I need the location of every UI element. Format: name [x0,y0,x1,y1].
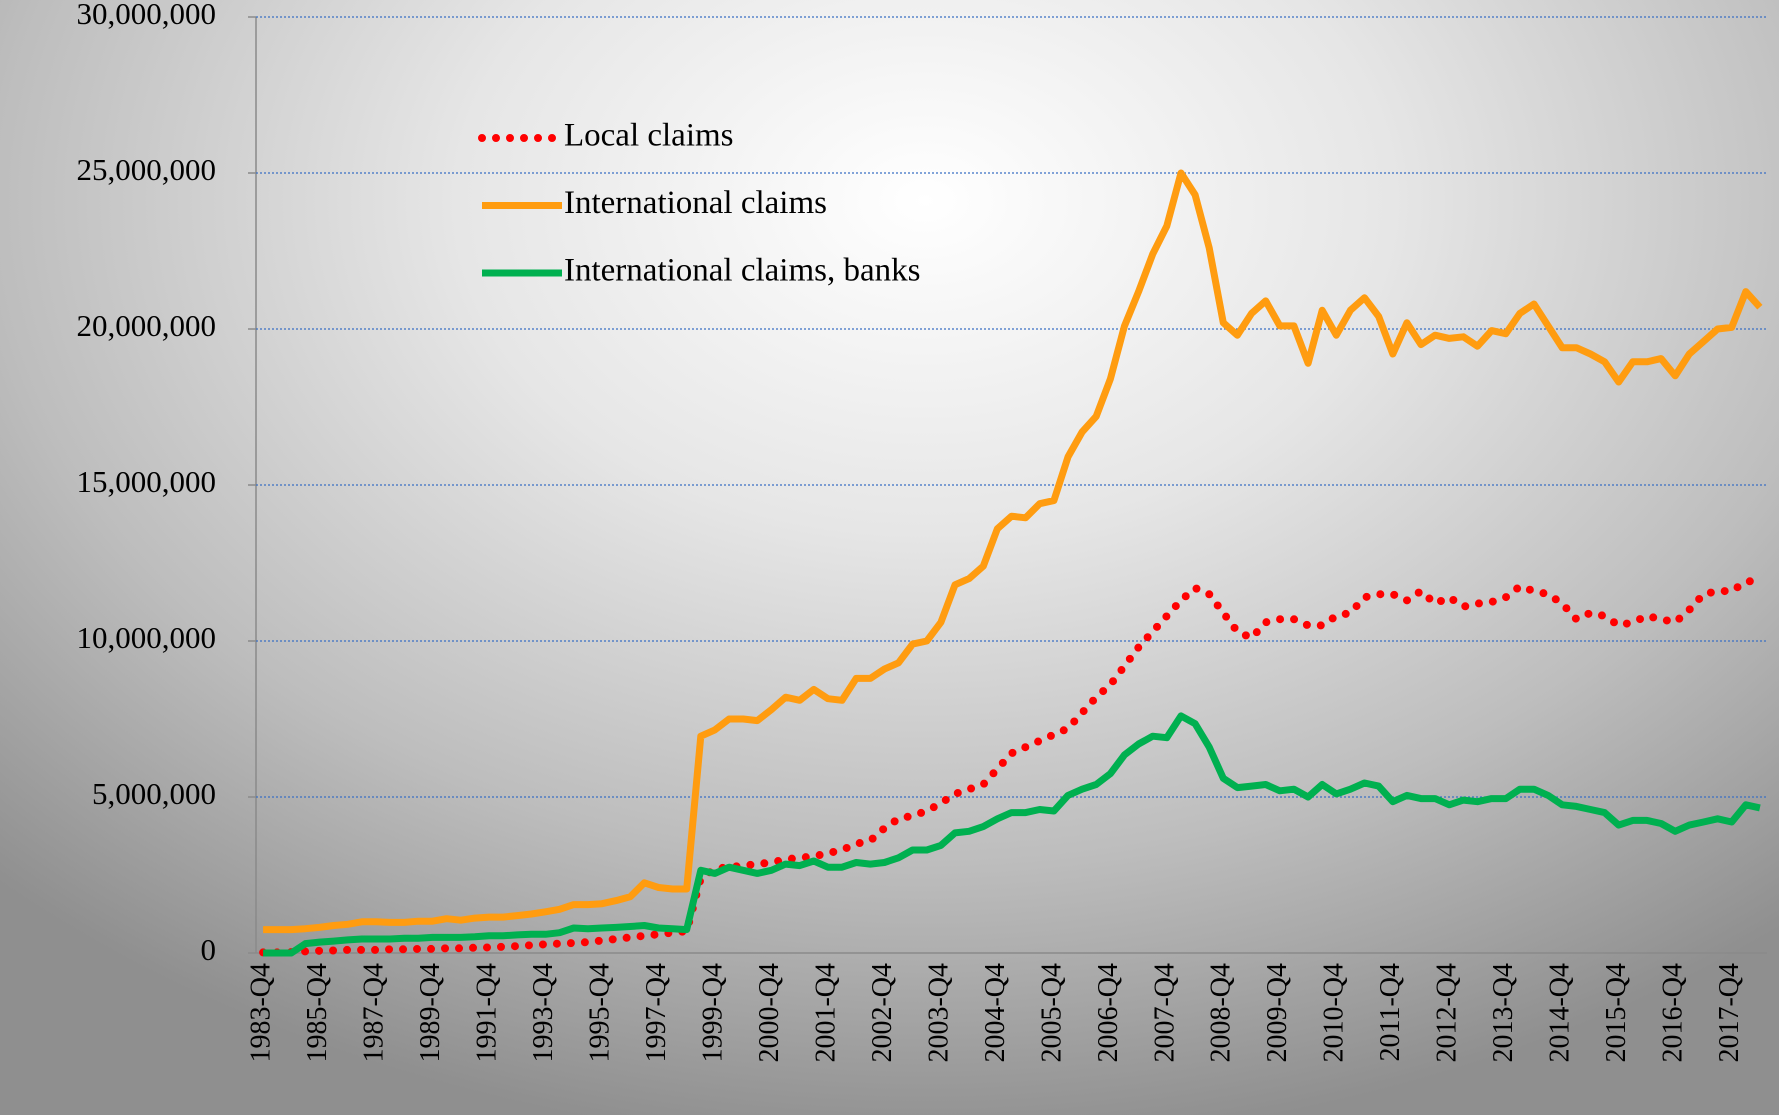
x-tick-label: 2015-Q4 [1601,963,1632,1063]
x-tick-label: 1983-Q4 [245,963,276,1063]
x-tick-label: 1999-Q4 [697,963,728,1063]
x-tick-label: 2005-Q4 [1036,963,1067,1063]
y-tick-label: 25,000,000 [77,152,217,187]
y-tick-label: 0 [201,932,217,967]
legend-label: International claims, banks [564,253,920,289]
x-tick-label: 2016-Q4 [1658,963,1689,1063]
x-tick-label: 1991-Q4 [471,963,502,1063]
x-tick-label: 2006-Q4 [1093,963,1124,1063]
x-tick-label: 1995-Q4 [584,963,615,1063]
x-tick-label: 2000-Q4 [754,963,785,1063]
x-tick-label: 2017-Q4 [1714,963,1745,1063]
x-tick-label: 2007-Q4 [1149,963,1180,1063]
x-tick-label: 2008-Q4 [1206,963,1237,1063]
legend-label: Local claims [564,118,734,154]
x-tick-label: 2002-Q4 [867,963,898,1063]
x-tick-label: 2001-Q4 [810,963,841,1063]
x-tick-label: 1985-Q4 [302,963,333,1063]
x-tick-label: 2010-Q4 [1319,963,1350,1063]
x-tick-label: 1987-Q4 [358,963,389,1063]
series-line [263,712,1761,957]
y-tick-label: 10,000,000 [77,620,217,655]
x-tick-label: 1997-Q4 [641,963,672,1063]
x-tick-label: 2014-Q4 [1545,963,1576,1063]
y-tick-label: 20,000,000 [77,308,217,343]
y-tick-label: 15,000,000 [77,464,217,499]
x-tick-label: 2013-Q4 [1488,963,1519,1063]
series-line [259,576,1764,957]
x-tick-label: 2011-Q4 [1375,963,1406,1062]
x-tick-label: 1993-Q4 [528,963,559,1063]
y-tick-label: 5,000,000 [92,776,216,811]
y-tick-label: 30,000,000 [77,0,217,31]
x-tick-label: 1989-Q4 [415,963,446,1063]
x-tick-label: 2009-Q4 [1262,963,1293,1063]
series-line [263,169,1763,934]
x-tick-label: 2004-Q4 [980,963,1011,1063]
x-tick-label: 2012-Q4 [1432,963,1463,1063]
x-tick-label: 2003-Q4 [923,963,954,1063]
legend-label: International claims [564,185,827,221]
